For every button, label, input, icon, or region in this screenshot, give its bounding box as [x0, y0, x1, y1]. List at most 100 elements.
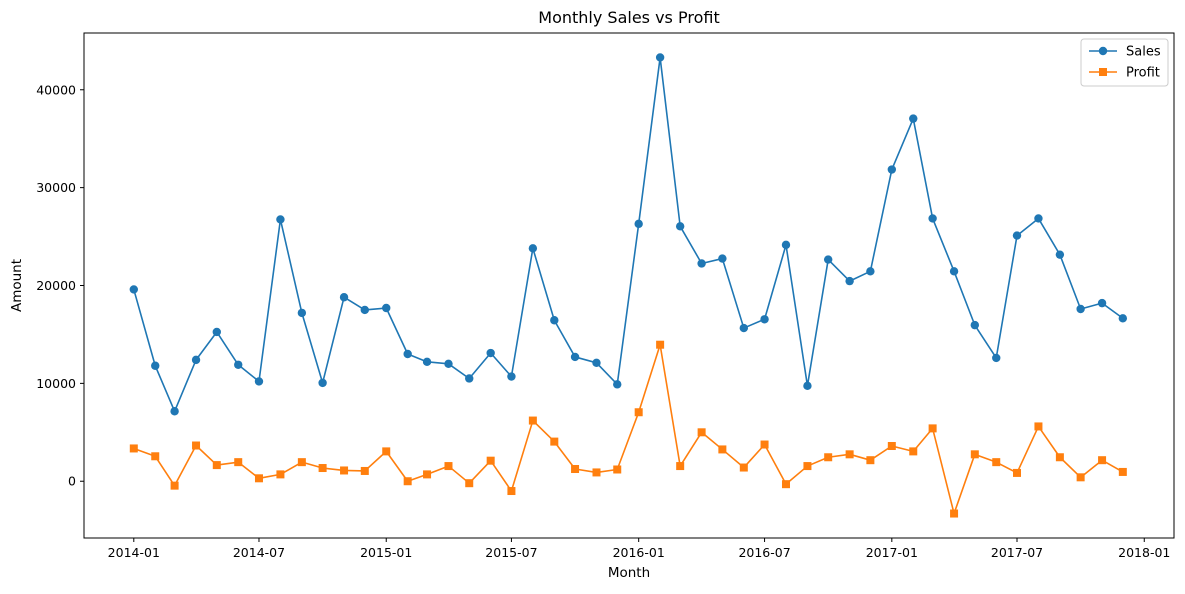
data-point-sales: [360, 305, 369, 315]
data-point-profit: [613, 465, 622, 474]
legend-label-profit: Profit: [1126, 66, 1160, 81]
data-point-sales: [444, 359, 453, 368]
y-tick-label: 30000: [36, 180, 76, 195]
data-point-sales: [1097, 298, 1107, 308]
data-point-profit: [360, 466, 369, 475]
x-tick-label: 2018-01: [1118, 545, 1170, 560]
data-point-sales: [276, 215, 285, 224]
series-sales: [129, 53, 1128, 416]
data-point-sales: [675, 222, 685, 231]
data-point-sales: [129, 285, 138, 294]
data-point-sales: [1055, 250, 1065, 259]
y-axis: 0 10000 20000 30000 40000: [36, 82, 84, 489]
data-point-sales: [1012, 231, 1022, 240]
data-point-sales: [465, 374, 474, 383]
y-axis-label: Amount: [9, 259, 25, 312]
data-point-profit: [1055, 453, 1064, 462]
data-point-profit: [382, 447, 391, 456]
data-point-profit: [550, 437, 559, 446]
y-tick-label: 20000: [36, 278, 76, 293]
data-point-profit: [1034, 422, 1043, 431]
data-point-sales: [803, 381, 812, 391]
legend-marker-circle: [1098, 46, 1108, 56]
data-point-sales: [170, 407, 179, 416]
data-point-profit: [170, 481, 179, 490]
chart-title: Monthly Sales vs Profit: [538, 8, 719, 27]
data-point-sales: [949, 267, 959, 276]
data-point-profit: [1098, 456, 1107, 465]
y-tick-label: 0: [68, 474, 76, 489]
data-point-profit: [909, 447, 918, 456]
x-tick-label: 2017-01: [866, 545, 918, 560]
data-point-profit: [634, 408, 643, 417]
data-point-sales: [382, 303, 391, 313]
data-point-sales: [928, 214, 937, 223]
data-point-profit: [234, 458, 243, 467]
data-point-sales: [570, 352, 580, 362]
data-point-sales: [297, 308, 307, 318]
data-point-profit: [192, 441, 201, 450]
legend-item-profit: Profit: [1089, 66, 1160, 81]
data-point-sales: [781, 240, 791, 250]
data-point-profit: [676, 462, 685, 471]
data-point-sales: [718, 254, 727, 263]
axes-frame: [83, 32, 1175, 539]
series-layer: [129, 53, 1128, 518]
data-point-profit: [1013, 468, 1022, 477]
data-point-profit: [992, 458, 1001, 467]
data-point-profit: [254, 474, 263, 483]
data-point-sales: [507, 372, 516, 381]
legend: Sales Profit: [1080, 38, 1169, 87]
data-point-sales: [970, 320, 980, 330]
data-point-sales: [422, 357, 432, 367]
data-point-sales: [191, 355, 201, 365]
data-point-profit: [528, 416, 537, 425]
x-tick-label: 2015-01: [360, 545, 412, 560]
data-point-profit: [465, 479, 474, 488]
data-point-sales: [823, 255, 833, 264]
x-tick-label: 2017-07: [991, 545, 1043, 560]
data-point-sales: [634, 219, 643, 229]
data-point-profit: [866, 456, 875, 465]
y-tick-label: 10000: [36, 376, 76, 391]
data-point-profit: [297, 458, 306, 467]
x-tick-label: 2015-07: [485, 545, 537, 560]
data-point-profit: [803, 462, 812, 471]
data-point-profit: [592, 468, 601, 477]
data-point-sales: [592, 358, 601, 368]
series-line-profit: [133, 343, 1124, 515]
data-point-sales: [403, 349, 412, 359]
data-point-profit: [340, 466, 349, 475]
data-point-profit: [781, 480, 790, 489]
data-point-sales: [550, 316, 559, 325]
data-point-sales: [613, 380, 622, 389]
data-point-profit: [718, 445, 727, 454]
data-point-profit: [403, 477, 412, 486]
data-point-profit: [151, 452, 160, 461]
data-point-profit: [1118, 467, 1127, 476]
series-line-sales: [133, 56, 1124, 413]
data-point-profit: [970, 450, 979, 459]
data-point-sales: [760, 315, 769, 324]
x-tick-label: 2016-07: [738, 545, 790, 560]
x-tick-label: 2016-01: [613, 545, 665, 560]
data-point-profit: [928, 424, 937, 433]
data-point-sales: [528, 244, 538, 253]
data-point-profit: [507, 487, 516, 496]
data-point-profit: [1076, 473, 1085, 482]
series-profit: [129, 340, 1127, 518]
data-point-sales: [1076, 304, 1085, 314]
data-point-sales: [486, 348, 495, 358]
x-tick-label: 2014-07: [233, 545, 285, 560]
data-point-profit: [760, 440, 769, 449]
data-point-sales: [234, 360, 243, 369]
x-tick-label: 2014-01: [108, 545, 160, 560]
data-point-profit: [444, 462, 453, 471]
data-point-profit: [887, 442, 896, 451]
data-point-sales: [909, 114, 918, 123]
data-point-profit: [656, 340, 665, 349]
data-point-sales: [655, 53, 665, 62]
data-point-sales: [1034, 214, 1043, 223]
data-point-profit: [318, 464, 327, 473]
x-axis: 2014-01 2014-07 2015-01 2015-07 2016-01 2016-…: [108, 538, 1170, 560]
